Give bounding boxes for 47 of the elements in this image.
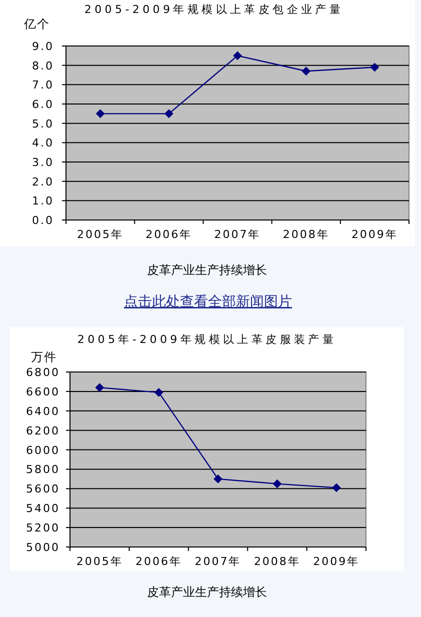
y-tick-label: 5.0	[32, 117, 54, 130]
y-tick-label: 6600	[26, 385, 60, 398]
point	[154, 388, 164, 397]
point	[332, 483, 341, 492]
point	[370, 62, 380, 72]
x-tick-label: 2009年	[351, 228, 398, 241]
text: 皮革产业生产持续增长	[147, 585, 267, 599]
y-tick-label: 5400	[26, 502, 60, 516]
chart-title: 2005-2009年规模以上革皮包企业产量	[84, 3, 344, 16]
x-tick-label: 2005年	[77, 228, 124, 241]
y-tick-label: 6400	[26, 404, 60, 418]
y-tick-label: 4.0	[32, 136, 54, 150]
y-tick-label: 7.0	[32, 78, 54, 92]
x-tick-label: 2007年	[214, 228, 261, 241]
y-axis-title: 亿个	[23, 17, 50, 31]
point	[233, 51, 242, 60]
point	[96, 109, 105, 118]
x-tick-label: 2008年	[254, 555, 300, 568]
y-tick-label: 6000	[26, 444, 60, 457]
y-tick-label: 9.0	[32, 40, 54, 53]
y-tick-label: 5800	[26, 463, 60, 476]
point	[302, 66, 311, 76]
chart-title: 2005年-2009年规模以上革皮服装产量	[77, 333, 337, 346]
y-tick-label: 0.0	[32, 214, 54, 227]
point	[95, 383, 104, 392]
x-tick-label: 2005年	[76, 555, 123, 568]
x-tick-label: 2006年	[146, 228, 192, 241]
y-tick-label: 6800	[26, 366, 60, 379]
y-tick-label: 3.0	[32, 156, 54, 169]
y-tick-label: 1.0	[32, 194, 54, 208]
point	[272, 479, 282, 488]
x-tick-label: 2006年	[136, 555, 182, 568]
y-tick-label: 6.0	[32, 98, 54, 111]
y-tick-label: 6200	[26, 424, 60, 438]
x-tick-label: 2007年	[194, 555, 242, 568]
x-tick-label: 2008年	[282, 228, 330, 241]
y-tick-label: 5200	[26, 522, 60, 535]
y-tick-label: 5600	[26, 482, 60, 496]
text: 皮革产业生产持续增长	[147, 263, 267, 277]
y-tick-label: 5000	[26, 541, 60, 554]
point	[164, 109, 174, 118]
text: 点击此处查看全部新闻图片	[124, 294, 292, 310]
y-axis-title: 万件	[31, 350, 57, 364]
y-tick-label: 2.0	[32, 175, 54, 188]
y-tick-label: 8.0	[32, 59, 54, 72]
x-tick-label: 2009年	[313, 555, 360, 568]
point	[214, 474, 222, 484]
